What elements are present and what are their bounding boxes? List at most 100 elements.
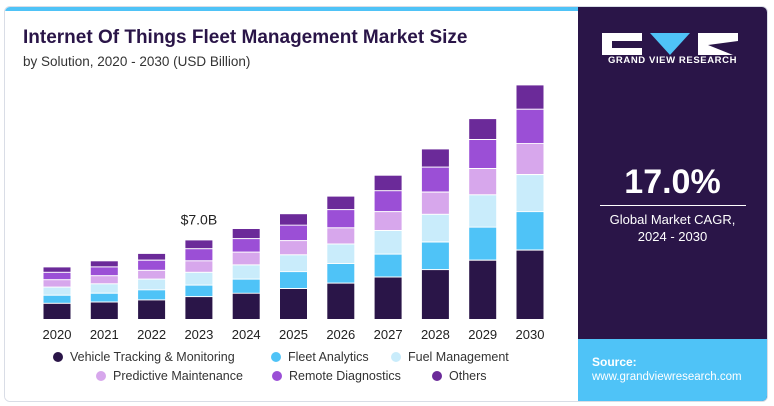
accent-top-line (5, 7, 578, 11)
bar-segment-2029-2 (469, 227, 497, 260)
bar-segment-2025-5 (280, 225, 307, 241)
bar-segment-2021-1 (90, 302, 118, 319)
bar-segment-2020-4 (43, 280, 71, 287)
x-tick-label-2023: 2023 (184, 327, 213, 342)
x-tick-label-2021: 2021 (90, 327, 119, 342)
legend-label: Predictive Maintenance (113, 368, 243, 383)
legend-swatch (272, 370, 282, 381)
legend-item: Vehicle Tracking & Monitoring (53, 350, 271, 364)
bar-segment-2027-5 (374, 191, 402, 212)
source-box (578, 339, 767, 401)
cagr-label: Global Market CAGR, 2024 - 2030 (578, 211, 767, 245)
bar-segment-2023-6 (185, 240, 213, 249)
bar-segment-2022-2 (138, 290, 166, 300)
legend-item: Fleet Analytics (271, 350, 391, 364)
bar-segment-2029-1 (469, 260, 497, 319)
bar-segment-2028-5 (421, 167, 449, 192)
cagr-divider (600, 205, 746, 206)
bar-segment-2021-5 (90, 267, 118, 276)
bar-segment-2029-3 (469, 195, 497, 227)
x-tick-label-2026: 2026 (326, 327, 355, 342)
x-tick-label-2025: 2025 (279, 327, 308, 342)
legend-swatch (53, 351, 63, 362)
x-tick-label-2029: 2029 (468, 327, 497, 342)
bar-segment-2026-1 (327, 283, 355, 319)
grand-view-research-logo (602, 33, 738, 57)
bar-segment-2027-1 (374, 277, 402, 319)
bar-segment-2027-4 (374, 212, 402, 230)
bar-segment-2030-5 (516, 109, 544, 144)
bar-segment-2025-4 (280, 241, 307, 255)
bar-segment-2026-2 (327, 264, 355, 283)
legend-item: Predictive Maintenance (96, 369, 272, 383)
bar-segment-2022-6 (138, 253, 166, 260)
bar-segment-2020-3 (43, 287, 71, 295)
bar-segment-2020-6 (43, 267, 71, 272)
legend-row: Predictive Maintenance Remote Diagnostics… (53, 366, 553, 385)
legend-swatch (391, 351, 401, 362)
chart-title: Internet Of Things Fleet Management Mark… (23, 27, 468, 48)
x-tick-label-2020: 2020 (43, 327, 72, 342)
bar-segment-2030-4 (516, 144, 544, 174)
cagr-label-line2: 2024 - 2030 (637, 229, 708, 244)
bar-segment-2026-4 (327, 228, 355, 244)
bar-segment-2027-6 (374, 175, 402, 191)
x-tick-label-2022: 2022 (137, 327, 166, 342)
bar-segment-2023-4 (185, 261, 213, 272)
bar-segment-2028-2 (421, 242, 449, 270)
bar-segment-2028-3 (421, 214, 449, 242)
bar-segment-2030-2 (516, 212, 544, 250)
bar-segment-2027-3 (374, 231, 402, 254)
infographic-card: Internet Of Things Fleet Management Mark… (4, 6, 768, 402)
bar-segment-2021-3 (90, 284, 118, 293)
legend-swatch (271, 351, 281, 362)
bar-segment-2024-2 (232, 279, 260, 293)
stacked-bar-chart: 2020 2021 2022 2023 $7.0B 2024 2025 2026 2027 202… (43, 85, 545, 342)
legend-item: Others (432, 369, 487, 383)
bar-segment-2030-1 (516, 250, 544, 319)
legend-label: Others (449, 368, 487, 383)
bar-segment-2025-2 (280, 272, 307, 288)
legend-label: Remote Diagnostics (289, 368, 401, 383)
bar-segment-2021-2 (90, 293, 118, 302)
x-tick-label-2028: 2028 (421, 327, 450, 342)
source-label: Source: (592, 355, 637, 369)
bar-segment-2027-2 (374, 254, 402, 277)
chart-subtitle: by Solution, 2020 - 2030 (USD Billion) (23, 54, 251, 69)
legend-item: Fuel Management (391, 350, 509, 364)
bar-segment-2023-2 (185, 285, 213, 297)
bar-segment-2023-3 (185, 272, 213, 285)
legend-row: Vehicle Tracking & Monitoring Fleet Analy… (53, 347, 553, 366)
cagr-label-line1: Global Market CAGR, (609, 212, 736, 227)
chart-panel: Internet Of Things Fleet Management Mark… (5, 7, 578, 401)
legend-label: Fleet Analytics (288, 349, 369, 364)
bar-segment-2020-2 (43, 295, 71, 303)
bar-segment-2025-1 (280, 289, 307, 319)
bar-segment-2022-1 (138, 300, 166, 319)
bar-segment-2022-3 (138, 279, 166, 290)
bar-segment-2028-4 (421, 192, 449, 214)
bar-segment-2026-3 (327, 244, 355, 264)
legend-swatch (96, 370, 106, 381)
annotation-label-2023: $7.0B (181, 211, 218, 227)
bar-segment-2024-6 (232, 229, 260, 239)
bar-segment-2022-4 (138, 270, 166, 279)
bar-segment-2029-4 (469, 169, 497, 195)
bar-segment-2020-5 (43, 272, 71, 280)
x-tick-label-2030: 2030 (516, 327, 545, 342)
bar-segment-2024-1 (232, 293, 260, 319)
stats-panel: GRAND VIEW RESEARCH 17.0% Global Market … (578, 7, 767, 401)
chart-legend: Vehicle Tracking & Monitoring Fleet Analy… (53, 347, 553, 385)
bar-segment-2024-4 (232, 252, 260, 265)
bar-segment-2030-6 (516, 85, 544, 109)
bar-segment-2026-5 (327, 210, 355, 228)
source-url[interactable]: www.grandviewresearch.com (592, 371, 742, 383)
bar-segment-2025-6 (280, 214, 307, 225)
bar-segment-2023-5 (185, 249, 213, 261)
legend-item: Remote Diagnostics (272, 369, 432, 383)
legend-label: Fuel Management (408, 349, 509, 364)
bar-segment-2029-6 (469, 119, 497, 139)
bar-segment-2026-6 (327, 196, 355, 210)
bar-segment-2024-5 (232, 239, 260, 252)
bar-segment-2020-1 (43, 303, 71, 319)
